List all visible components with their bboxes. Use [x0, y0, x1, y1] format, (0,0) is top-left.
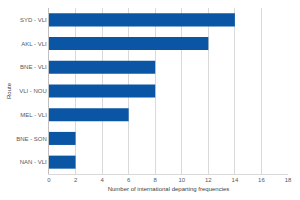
svg-text:10: 10 — [178, 177, 185, 183]
svg-text:NAN - VLI: NAN - VLI — [20, 159, 47, 165]
svg-text:8: 8 — [154, 177, 158, 183]
svg-text:2: 2 — [74, 177, 78, 183]
svg-text:4: 4 — [100, 177, 104, 183]
svg-text:MEL - VLI: MEL - VLI — [20, 112, 47, 118]
svg-text:14: 14 — [232, 177, 239, 183]
svg-text:SYD - VLI: SYD - VLI — [20, 17, 47, 23]
svg-text:BNE - SON: BNE - SON — [16, 136, 47, 142]
svg-text:Route: Route — [6, 82, 12, 99]
svg-text:BNE - VLI: BNE - VLI — [20, 64, 47, 70]
svg-text:Number of international depart: Number of international departing freque… — [108, 186, 230, 192]
svg-text:6: 6 — [127, 177, 131, 183]
svg-text:AKL - VLI: AKL - VLI — [21, 41, 47, 47]
svg-text:VLI - NOU: VLI - NOU — [19, 88, 47, 94]
svg-text:12: 12 — [205, 177, 212, 183]
svg-text:18: 18 — [285, 177, 292, 183]
svg-text:0: 0 — [47, 177, 51, 183]
svg-text:16: 16 — [258, 177, 265, 183]
